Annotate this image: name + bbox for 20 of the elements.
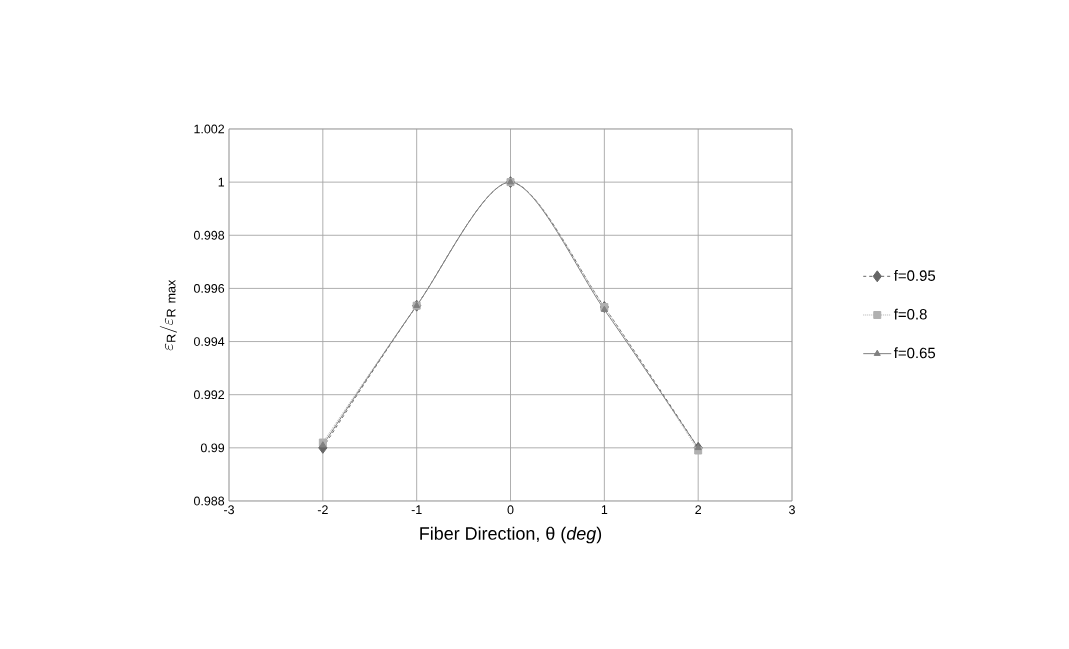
y-tick-label: 0.998 (193, 230, 225, 240)
x-tick-label: -3 (224, 505, 234, 515)
x-tick-label: 2 (695, 505, 702, 515)
y-tick-label: 1.002 (194, 124, 225, 134)
y-tick-label: 0.996 (193, 284, 225, 293)
y-tick-label: 1 (218, 177, 225, 187)
x-tick-label: -2 (317, 505, 328, 515)
x-tick-label: 3 (789, 505, 795, 515)
y-tick-label: 0.988 (193, 496, 225, 506)
x-tick-label: 1 (601, 505, 608, 514)
x-tick-label: 0 (507, 505, 514, 515)
y-tick-label: 0.994 (193, 337, 225, 346)
legend-label: f=0.95 (893, 269, 936, 281)
y-axis-title: $\varepsilon_{\mathrm{R}} / \varepsilon_{\mathrm{R\ max}}$ (159, 279, 177, 351)
x-tick-label: -1 (411, 505, 422, 514)
legend-label: f=0.8 (893, 308, 927, 320)
x-axis-title: Fiber Direction, θ (deg) (420, 526, 602, 544)
y-tick-label: 0.99 (200, 443, 225, 453)
legend-label: f=0.65 (893, 347, 936, 359)
y-tick-label: 0.992 (193, 390, 225, 400)
